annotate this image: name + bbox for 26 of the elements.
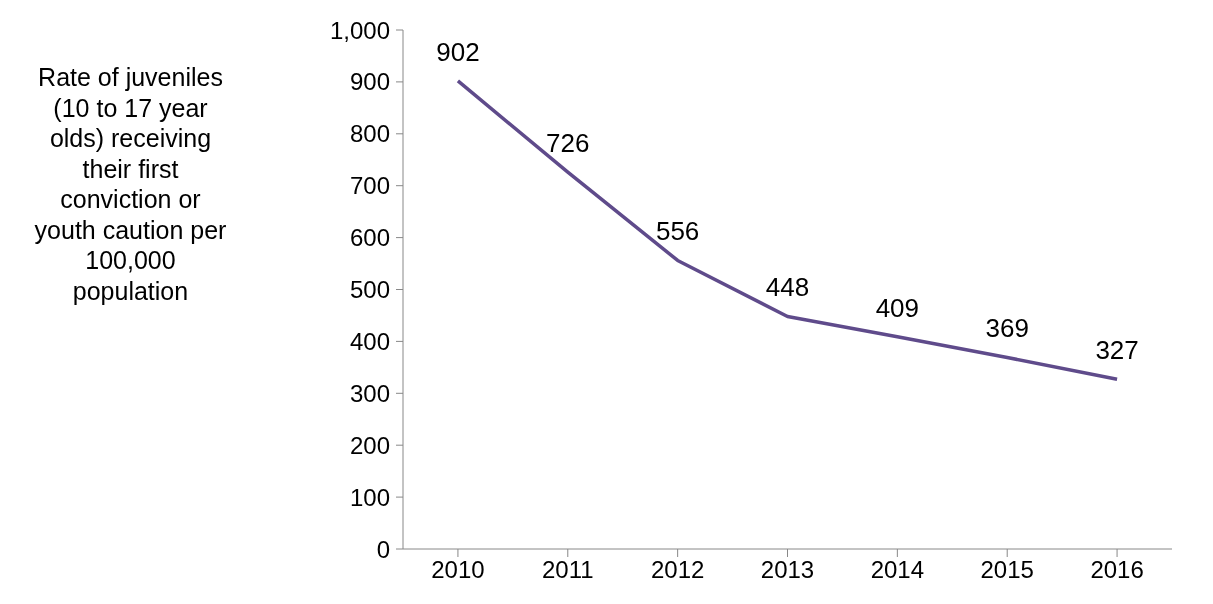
data-label: 902 bbox=[436, 36, 480, 67]
y-tick-label: 500 bbox=[349, 276, 390, 304]
data-label: 327 bbox=[1095, 335, 1139, 366]
data-label: 726 bbox=[546, 128, 590, 159]
x-tick-label: 2015 bbox=[980, 556, 1034, 584]
data-label: 556 bbox=[655, 216, 700, 247]
data-label: 448 bbox=[765, 272, 810, 303]
y-tick-label: 400 bbox=[349, 327, 390, 355]
y-tick-label: 300 bbox=[349, 379, 390, 407]
data-label: 369 bbox=[985, 313, 1029, 344]
x-tick-label: 2013 bbox=[760, 556, 815, 584]
y-axis-title: Rate of juveniles (10 to 17 year olds) receiving their first conviction or youth caution per 100,000 population bbox=[33, 62, 228, 306]
x-tick-label: 2011 bbox=[541, 556, 594, 584]
y-tick-label: 700 bbox=[349, 172, 390, 200]
y-tick-label: 1,000 bbox=[329, 16, 390, 44]
y-tick-label: 200 bbox=[349, 431, 390, 459]
x-tick-label: 2012 bbox=[650, 556, 705, 584]
y-tick-label: 0 bbox=[376, 535, 390, 563]
y-tick-label: 800 bbox=[349, 120, 390, 148]
x-tick-label: 2010 bbox=[431, 556, 485, 584]
x-tick-label: 2014 bbox=[870, 556, 925, 584]
x-tick-label: 2016 bbox=[1090, 556, 1144, 584]
y-tick-label: 100 bbox=[349, 483, 390, 511]
data-label: 409 bbox=[875, 292, 920, 323]
y-tick-label: 600 bbox=[349, 224, 390, 252]
y-tick-label: 900 bbox=[349, 68, 390, 96]
